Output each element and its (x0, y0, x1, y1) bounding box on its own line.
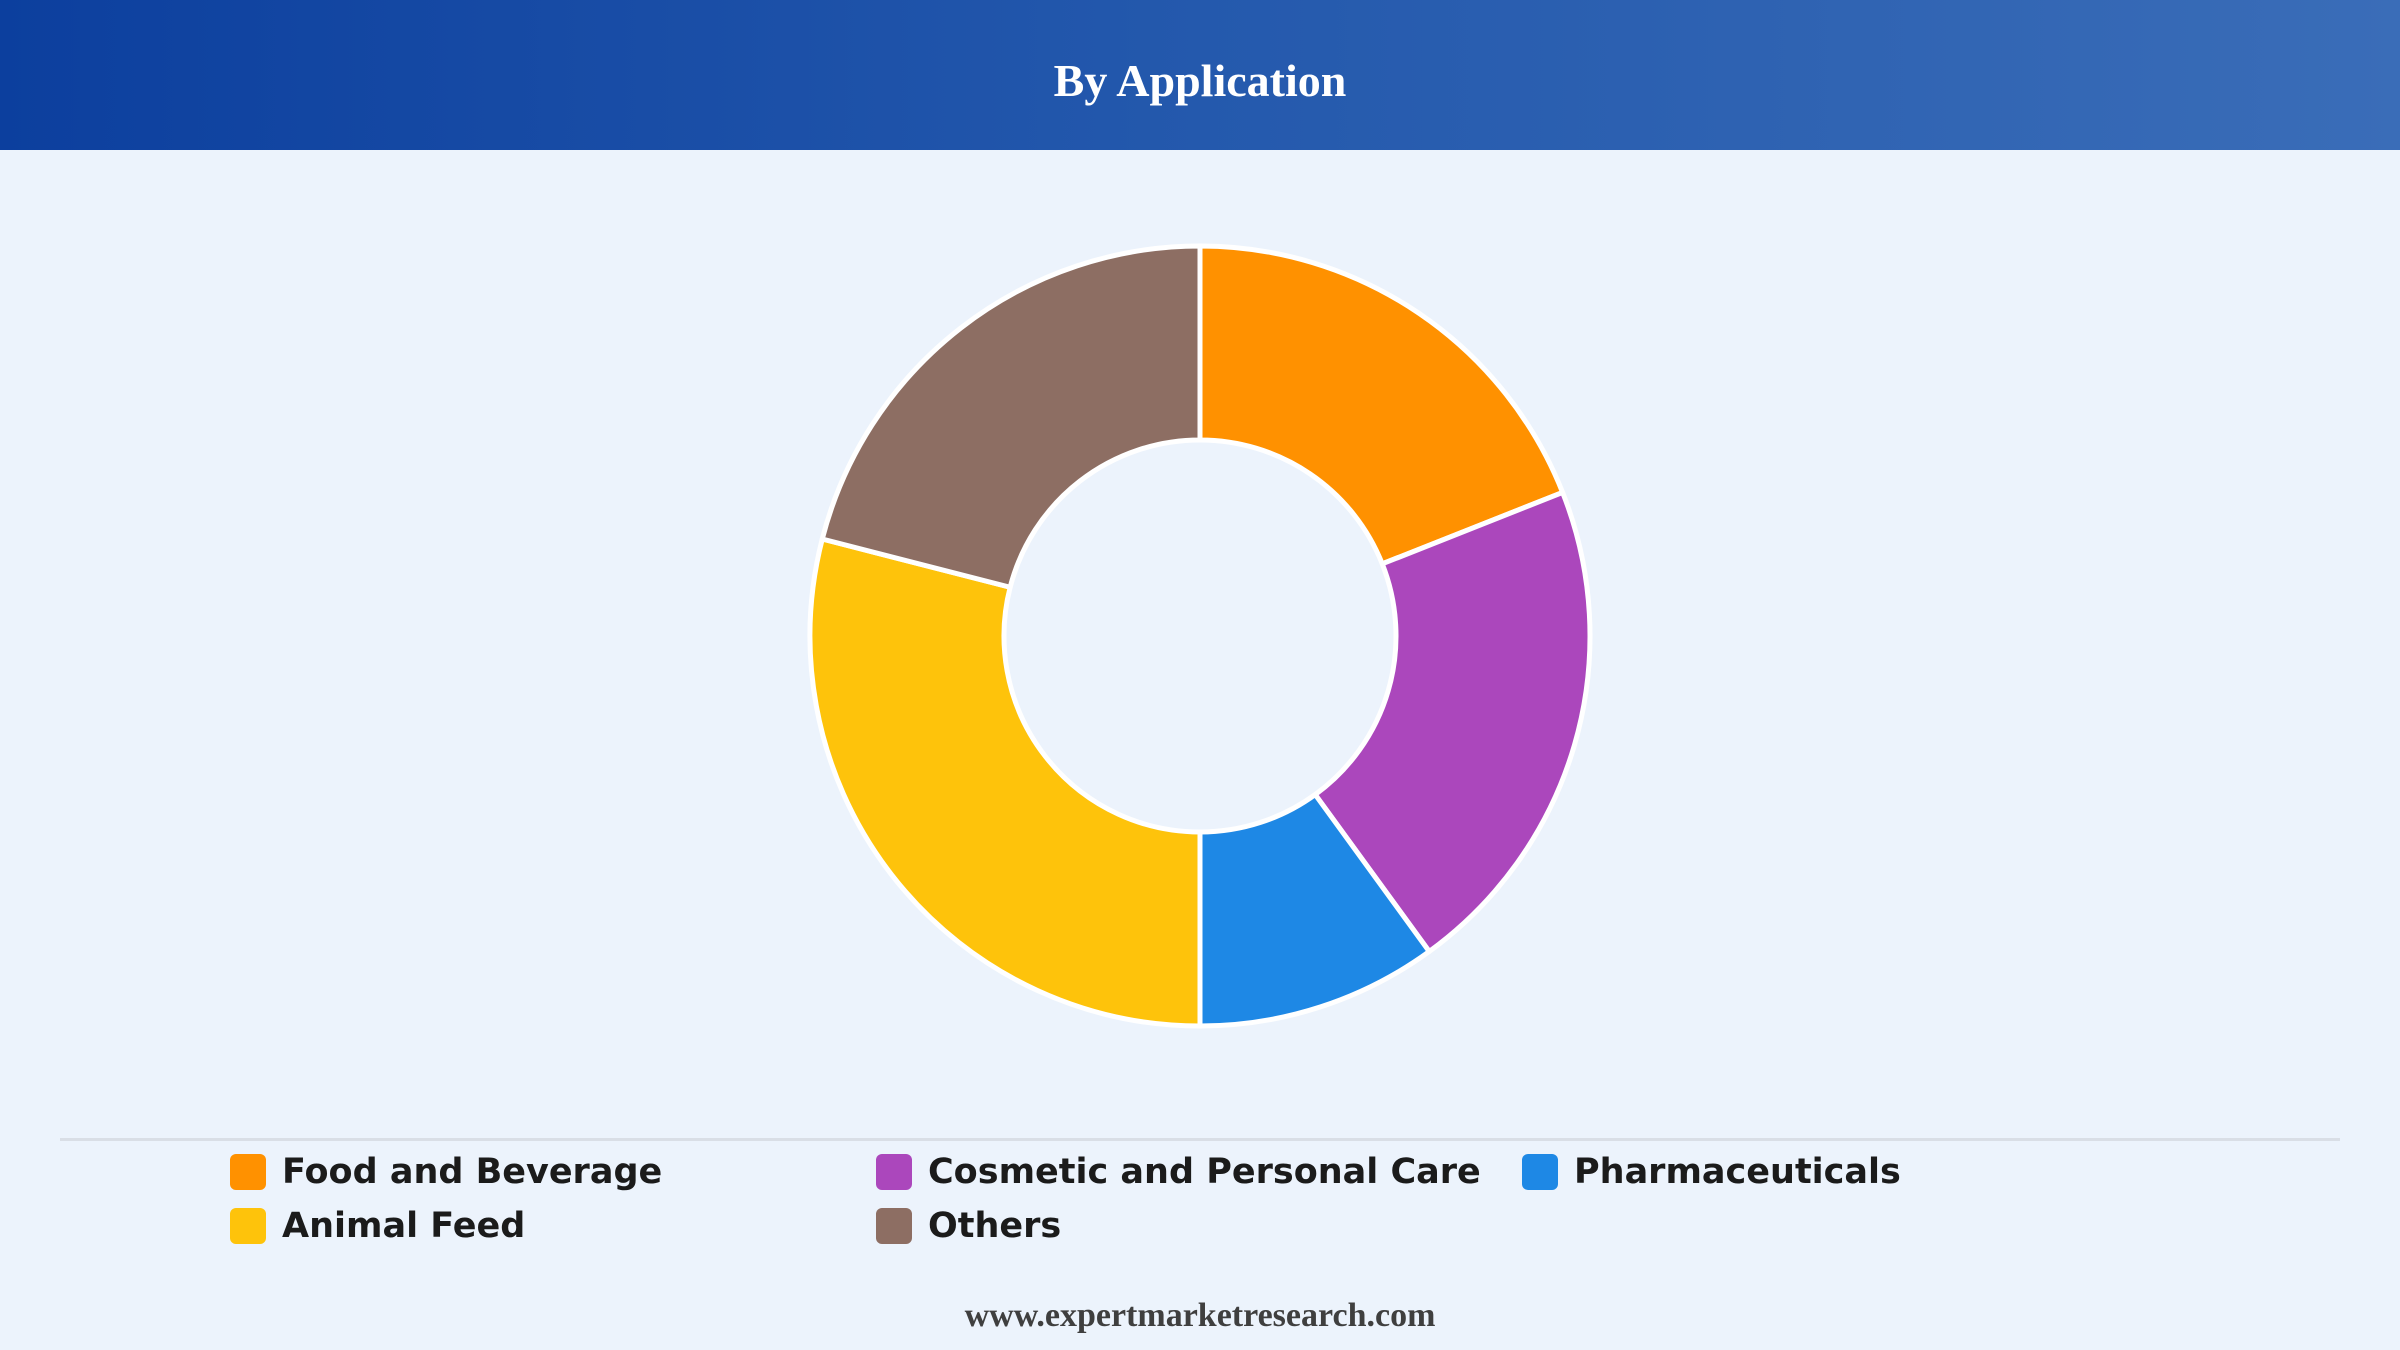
legend-label: Pharmaceuticals (1574, 1152, 1901, 1192)
legend-item: Pharmaceuticals (1522, 1150, 1901, 1194)
footer-url: www.expertmarketresearch.com (964, 1297, 1436, 1334)
legend-label: Cosmetic and Personal Care (928, 1152, 1481, 1192)
legend-swatch (876, 1154, 912, 1190)
chart-title: By Application (1053, 55, 1347, 106)
legend-swatch (876, 1208, 912, 1244)
legend-item: Cosmetic and Personal Care (876, 1150, 1481, 1194)
donut-slice-others (819, 243, 1203, 590)
legend-label: Food and Beverage (282, 1152, 663, 1192)
legend-swatch (230, 1208, 266, 1244)
donut-slice-animal-feed (807, 536, 1203, 1029)
legend-divider (60, 1138, 2340, 1141)
legend: Food and Beverage Cosmetic and Personal C… (0, 1150, 2400, 1270)
legend-item: Food and Beverage (230, 1150, 662, 1194)
donut-chart (807, 243, 1593, 1029)
donut-slice-cosmetic-and-personal-care (1312, 489, 1593, 955)
donut-slice-food-and-beverage (1197, 243, 1566, 567)
legend-swatch (230, 1154, 266, 1190)
legend-swatch (1522, 1154, 1558, 1190)
legend-item: Others (876, 1204, 1061, 1248)
header-bar (0, 0, 2400, 150)
legend-label: Others (928, 1206, 1062, 1246)
legend-item: Animal Feed (230, 1204, 525, 1248)
legend-label: Animal Feed (282, 1206, 526, 1246)
